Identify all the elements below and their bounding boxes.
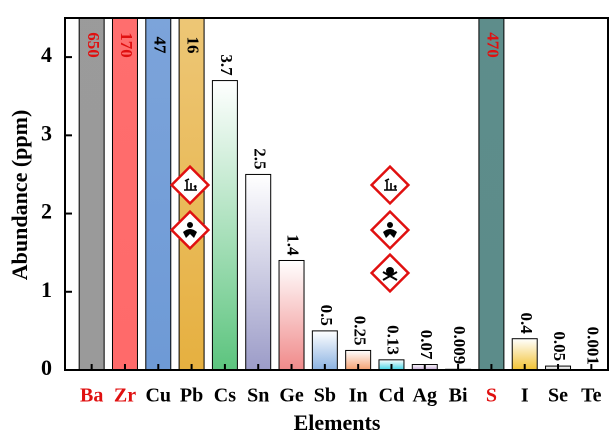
y-tick-label: 3 bbox=[41, 120, 52, 145]
bar bbox=[78, 18, 105, 370]
x-tick-label: Cd bbox=[379, 385, 405, 407]
bar bbox=[211, 80, 238, 370]
hazard-health bbox=[370, 210, 410, 250]
hazard-health bbox=[170, 210, 210, 250]
x-tick-label: Pb bbox=[180, 385, 203, 407]
y-tick-label: 1 bbox=[41, 277, 52, 302]
value-label: 2.5 bbox=[250, 148, 269, 169]
x-tick-label: Ba bbox=[80, 385, 103, 407]
bars bbox=[78, 18, 605, 370]
value-label: 650 bbox=[84, 32, 103, 58]
x-tick-label: Te bbox=[581, 385, 602, 407]
hazard-icons bbox=[170, 165, 410, 293]
y-tick-label: 0 bbox=[41, 355, 52, 380]
value-label: 47 bbox=[150, 37, 169, 55]
value-label: 3.7 bbox=[217, 54, 236, 76]
value-label: 0.07 bbox=[417, 330, 436, 360]
bar bbox=[245, 173, 272, 370]
value-label: 16 bbox=[184, 37, 203, 54]
x-axis-label: Elements bbox=[294, 410, 381, 435]
value-label: 0.05 bbox=[550, 331, 569, 361]
bar bbox=[345, 349, 372, 370]
y-axis-label: Abundance (ppm) bbox=[7, 110, 32, 281]
hazard-toxic bbox=[370, 253, 410, 293]
value-label: 470 bbox=[484, 32, 503, 58]
x-tick-label: Cs bbox=[214, 385, 236, 407]
value-label: 0.001 bbox=[583, 327, 602, 365]
bar bbox=[478, 18, 505, 370]
hazard-environment bbox=[170, 165, 210, 205]
value-label: 0.25 bbox=[350, 316, 369, 346]
value-label: 170 bbox=[117, 32, 136, 58]
value-label: 0.009 bbox=[450, 326, 469, 364]
x-tick-label: Sn bbox=[247, 385, 269, 407]
bar bbox=[311, 330, 338, 370]
bar bbox=[145, 18, 172, 370]
y-tick-label: 2 bbox=[41, 199, 52, 224]
y-tick-label: 4 bbox=[41, 42, 52, 67]
x-tick-label: I bbox=[521, 385, 529, 407]
x-tick-label: Se bbox=[548, 385, 568, 407]
value-label: 1.4 bbox=[284, 234, 303, 256]
hazard-environment bbox=[370, 165, 410, 205]
x-tick-label: Bi bbox=[449, 385, 468, 407]
x-tick-label: Zr bbox=[114, 385, 136, 407]
bar bbox=[278, 259, 305, 370]
x-tick-label: In bbox=[349, 385, 368, 407]
x-tick-label: S bbox=[486, 385, 497, 407]
x-tick-label: Sb bbox=[314, 385, 336, 407]
x-tick-label: Cu bbox=[145, 385, 171, 407]
x-tick-label: Ag bbox=[413, 385, 437, 407]
x-tick-label: Ge bbox=[279, 385, 304, 407]
value-label: 0.5 bbox=[317, 305, 336, 326]
bar bbox=[111, 18, 138, 370]
value-label: 0.13 bbox=[384, 325, 403, 355]
plot-frame bbox=[64, 17, 609, 371]
value-label: 0.4 bbox=[517, 312, 536, 334]
